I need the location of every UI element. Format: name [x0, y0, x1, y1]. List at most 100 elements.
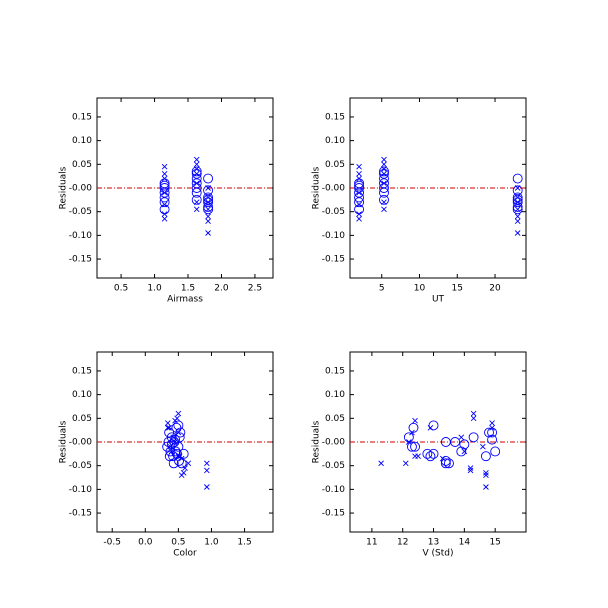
point: [381, 161, 387, 168]
point-stroke: [381, 161, 387, 168]
point-stroke: [170, 434, 176, 441]
point: [356, 215, 362, 222]
point-stroke: [161, 189, 168, 196]
point-stroke: [415, 453, 421, 460]
point: [164, 424, 171, 431]
point: [161, 163, 168, 170]
panel: -0.15 -0.10 -0.05 -0.00 0.05 0.10 0.15 0.5 1.0 1.…: [59, 97, 274, 305]
y-tick-label: -0.05: [69, 207, 92, 217]
point: [415, 453, 421, 460]
point-stroke: [168, 448, 175, 455]
point: [168, 458, 179, 469]
y-tick-label: 0.10: [325, 136, 345, 146]
x-tick-label: 1.5: [181, 284, 195, 294]
point-stroke: [205, 218, 211, 224]
point-stroke: [205, 194, 211, 201]
point-stroke: [193, 180, 200, 187]
point-stroke: [175, 410, 182, 417]
point-stroke: [483, 472, 489, 478]
point: [205, 218, 211, 224]
point-stroke: [178, 472, 185, 478]
x-tick-label: 11: [366, 538, 377, 548]
panel: -0.15 -0.10 -0.05 -0.00 0.05 0.10 0.15 11 12 13 14…: [312, 351, 527, 559]
point-stroke: [161, 175, 168, 182]
point: [409, 429, 415, 436]
point-stroke: [514, 185, 521, 191]
point-stroke: [204, 467, 210, 474]
point: [514, 230, 521, 236]
point: [490, 446, 501, 457]
point: [356, 170, 362, 177]
point: [412, 417, 418, 424]
point-stroke: [470, 415, 477, 422]
point: [178, 448, 189, 459]
y-axis-label: Residuals: [59, 166, 69, 209]
y-axis-label: Residuals: [312, 420, 322, 463]
point: [514, 194, 521, 201]
point-stroke: [489, 424, 495, 431]
point-stroke: [176, 453, 183, 460]
point-stroke: [402, 460, 409, 467]
point: [514, 218, 521, 224]
point: [483, 484, 489, 490]
point-stroke: [356, 215, 362, 222]
y-tick-label: -0.00: [69, 438, 93, 448]
x-tick-label: 20: [489, 284, 501, 294]
point: [185, 460, 192, 467]
y-tick-label: -0.15: [322, 255, 345, 265]
point: [470, 410, 477, 417]
x-axis-label: UT: [432, 295, 445, 305]
y-tick-label: -0.05: [322, 207, 345, 217]
point: [443, 458, 454, 469]
point: [480, 451, 491, 462]
point-stroke: [514, 213, 521, 220]
point: [456, 446, 467, 457]
x-tick-label: 1.5: [237, 538, 251, 548]
point: [175, 429, 182, 436]
point: [480, 443, 486, 450]
point: [170, 434, 176, 441]
point: [159, 204, 170, 215]
point: [161, 189, 168, 196]
point: [381, 166, 387, 172]
x-tick-label: 0.5: [171, 538, 185, 548]
point: [193, 166, 200, 172]
point-stroke: [356, 175, 362, 182]
point: [193, 170, 200, 177]
point: [175, 453, 182, 460]
point-stroke: [427, 424, 434, 431]
point: [440, 437, 451, 447]
point: [428, 420, 439, 431]
point-stroke: [161, 170, 168, 177]
point-stroke: [172, 439, 178, 445]
point: [161, 201, 168, 208]
point: [356, 189, 362, 196]
x-axis-label: Color: [173, 549, 197, 559]
point: [191, 194, 202, 205]
point: [178, 472, 185, 478]
point: [512, 173, 523, 184]
point-stroke: [514, 218, 521, 224]
point: [205, 185, 211, 191]
point-stroke: [514, 199, 521, 206]
point: [379, 166, 389, 177]
point: [172, 439, 178, 445]
point-stroke: [356, 163, 362, 170]
point: [204, 484, 210, 490]
point: [168, 448, 175, 455]
point-stroke: [381, 199, 387, 206]
y-tick-label: -0.00: [322, 438, 346, 448]
point: [458, 434, 465, 441]
point-stroke: [193, 206, 200, 213]
x-tick-label: 12: [397, 538, 408, 548]
point: [410, 441, 420, 452]
point: [193, 206, 200, 213]
point-stroke: [182, 465, 188, 471]
point: [467, 467, 474, 474]
point: [381, 156, 387, 163]
point-stroke: [439, 455, 446, 462]
x-tick-label: 1.0: [147, 284, 162, 294]
y-tick-label: 0.15: [325, 112, 345, 122]
y-tick-label: 0.05: [72, 160, 92, 170]
